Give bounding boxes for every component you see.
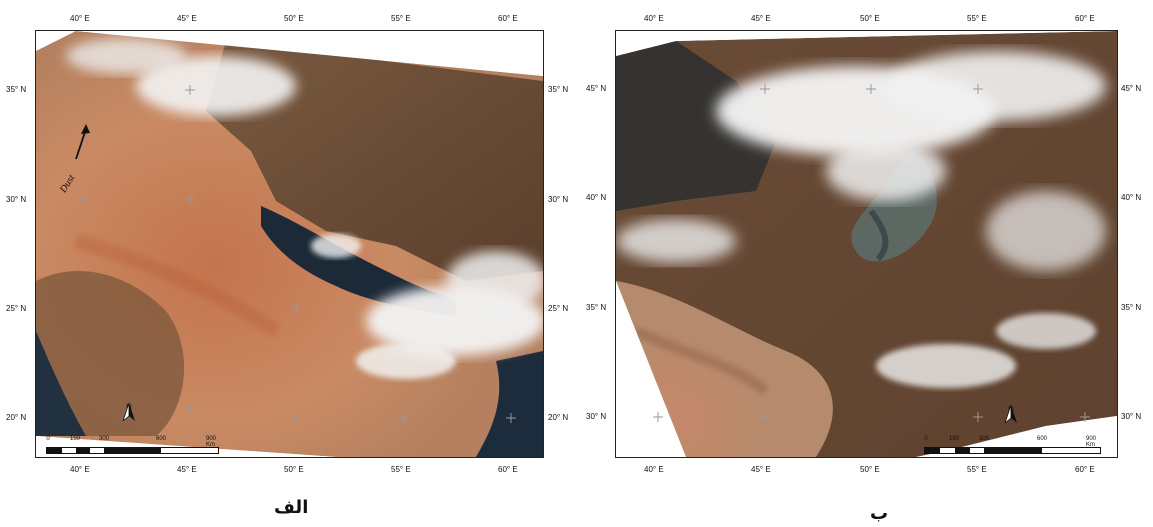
satellite-imagery-right (616, 31, 1117, 457)
lat-label-left: 35° N (6, 85, 27, 94)
panel-left-map: 40° E 45° E 50° E 55° E 60° E 40° E 45° … (0, 0, 575, 527)
scale-bar-right: 0 150 300 600 900 Km (924, 436, 1104, 456)
lon-label-top: 60° E (498, 14, 518, 23)
scale-tick: 300 (978, 436, 990, 442)
lat-label-left: 30° N (6, 195, 27, 204)
lat-label-right: 40° N (1121, 193, 1142, 202)
satellite-image-right: N 0 150 300 600 900 Km (615, 30, 1118, 458)
lon-label-top: 45° E (177, 14, 197, 23)
lat-label-left: 45° N (586, 84, 607, 93)
lon-label-top: 40° E (644, 14, 664, 23)
lon-label-top: 40° E (70, 14, 90, 23)
lon-label-top: 45° E (751, 14, 771, 23)
scale-tick: 0 (46, 436, 50, 442)
scale-tick: 900 Km (1086, 436, 1097, 448)
dust-arrow (75, 124, 90, 160)
graticule-right (653, 84, 1090, 422)
satellite-image-left: Dust N 0 150 300 600 900 Km (35, 30, 544, 458)
lat-label-right: 45° N (1121, 84, 1142, 93)
lat-label-right: 25° N (548, 304, 569, 313)
lat-label-left: 20° N (6, 413, 27, 422)
scale-bar-left: 0 150 300 600 900 Km (46, 436, 221, 456)
lat-label-right: 35° N (548, 85, 569, 94)
lon-label-top: 50° E (860, 14, 880, 23)
caption-right: ب (870, 503, 889, 524)
lat-label-right: 30° N (548, 195, 569, 204)
scale-tick: 300 (98, 436, 110, 442)
lon-label-top: 60° E (1075, 14, 1095, 23)
lat-label-left: 35° N (586, 303, 607, 312)
north-arrow-icon (1004, 405, 1017, 423)
lat-label-right: 35° N (1121, 303, 1142, 312)
lon-label-top: 55° E (391, 14, 411, 23)
lon-label-bottom: 50° E (860, 465, 880, 474)
lon-label-bottom: 40° E (644, 465, 664, 474)
lon-label-bottom: 60° E (1075, 465, 1095, 474)
lat-label-right: 20° N (548, 413, 569, 422)
lon-label-top: 50° E (284, 14, 304, 23)
lon-label-bottom: 45° E (177, 465, 197, 474)
graticule-left (78, 85, 516, 423)
north-arrow-left: N (121, 403, 137, 421)
caption-left: الف (274, 497, 309, 518)
lon-label-bottom: 40° E (70, 465, 90, 474)
lon-label-bottom: 60° E (498, 465, 518, 474)
scale-tick: 600 (1036, 436, 1048, 442)
panel-right-map: 40° E 45° E 50° E 55° E 60° E 40° E 45° … (578, 0, 1153, 527)
scale-tick: 150 (948, 436, 960, 442)
lon-label-top: 55° E (967, 14, 987, 23)
lon-label-bottom: 45° E (751, 465, 771, 474)
satellite-imagery-left (36, 31, 543, 457)
scale-tick: 900 Km (205, 436, 217, 448)
scale-tick: 0 (924, 436, 928, 442)
scale-tick: 600 (155, 436, 167, 442)
lon-label-bottom: 55° E (391, 465, 411, 474)
lon-label-bottom: 50° E (284, 465, 304, 474)
lat-label-left: 30° N (586, 412, 607, 421)
north-arrow-right: N (1003, 405, 1019, 423)
lat-label-left: 25° N (6, 304, 27, 313)
lon-label-bottom: 55° E (967, 465, 987, 474)
lat-label-left: 40° N (586, 193, 607, 202)
scale-tick: 150 (69, 436, 81, 442)
north-arrow-icon (122, 403, 135, 421)
lat-label-right: 30° N (1121, 412, 1142, 421)
